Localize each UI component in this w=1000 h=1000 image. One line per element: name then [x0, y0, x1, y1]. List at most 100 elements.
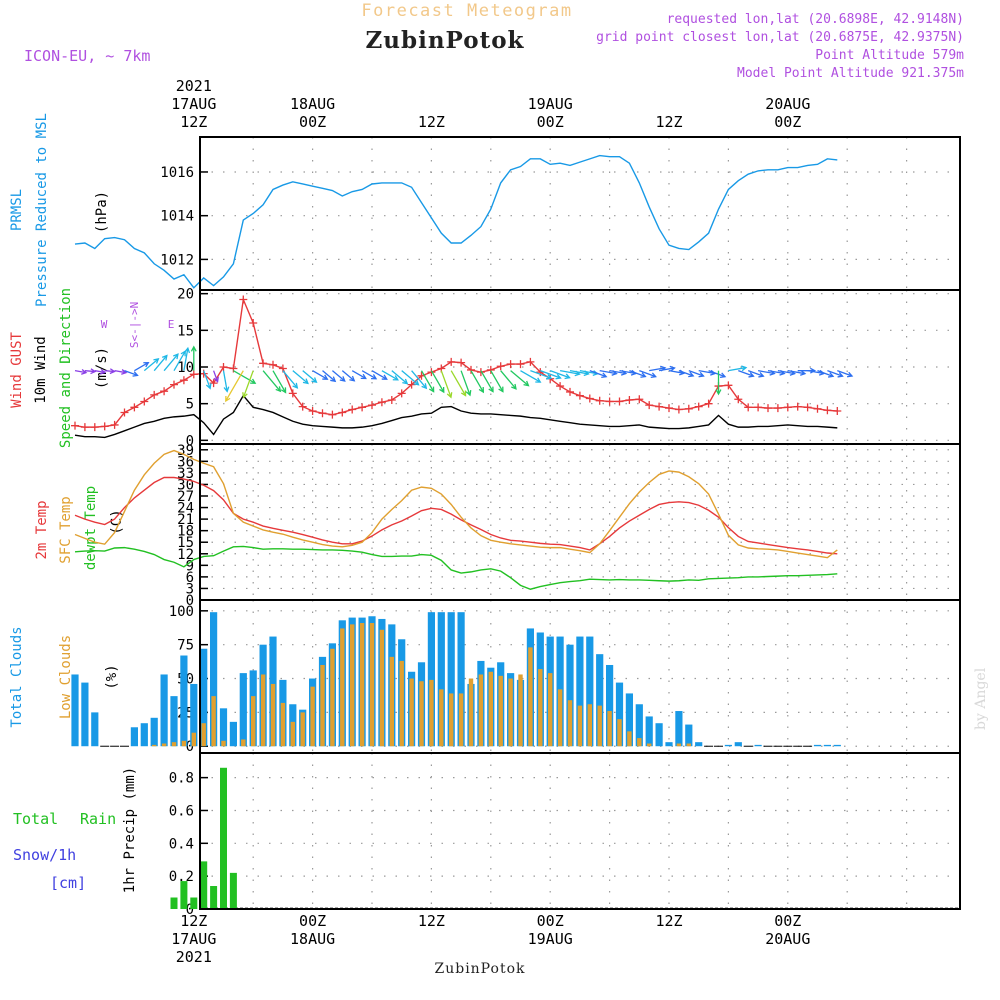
wind-arrow-head — [555, 373, 562, 380]
wind-arrow-head — [511, 383, 517, 390]
low-cloud-bar — [241, 739, 246, 747]
pressure-label-prmsl: PRMSL — [9, 189, 25, 231]
total-cloud-bar — [457, 612, 465, 747]
low-cloud-bar — [577, 705, 583, 747]
total-cloud-bar — [81, 682, 89, 747]
wind-arrow — [401, 370, 420, 386]
wind-arrow-shaft — [371, 370, 388, 380]
gust-point — [209, 379, 218, 388]
wind-label-gust: Wind GUST — [9, 332, 25, 408]
wind-arrow-shaft — [490, 370, 504, 392]
wind-arrow — [837, 370, 854, 378]
wind-arrow-head — [213, 376, 219, 383]
y-tick-label: 10 — [177, 360, 194, 376]
watermark: by Angel — [973, 667, 989, 730]
wind-arrow-head — [81, 368, 88, 375]
gust-point — [724, 381, 733, 390]
wind-grid — [200, 290, 960, 444]
time-axis-label: 00Z — [537, 912, 564, 930]
wind-arrow-head — [800, 370, 807, 376]
temp-grid — [200, 444, 960, 601]
y-tick-label: 6 — [186, 570, 194, 586]
total-cloud-bar — [229, 721, 237, 747]
gust-point — [744, 403, 753, 412]
y-tick-label: 5 — [186, 397, 194, 413]
wind-arrow-shaft — [391, 370, 408, 385]
low-cloud-bar — [270, 683, 276, 747]
time-axis-label: 20AUG — [765, 95, 810, 113]
low-cloud-bar — [221, 740, 226, 747]
wind-arrow-head — [498, 386, 504, 393]
wind-arrow-shaft — [540, 370, 561, 379]
gust-point — [219, 363, 228, 371]
gust-point — [358, 403, 367, 412]
wind-arrow — [715, 370, 722, 396]
wind-arrow-head — [837, 371, 844, 378]
gust-point — [80, 423, 89, 432]
total-cloud-bar — [427, 612, 435, 747]
pressure-label-reduced: Pressure Reduced to MSL — [34, 113, 50, 307]
wind-arrow-shaft — [292, 370, 309, 384]
wind-arrow-shaft — [757, 370, 775, 375]
wind-arrow-head — [311, 377, 318, 384]
wind-arrow-head — [132, 371, 139, 377]
y-tick-label: 0 — [186, 739, 194, 755]
time-axis-label: 12Z — [655, 912, 682, 930]
wind-arrow — [272, 370, 287, 394]
gust-point — [110, 420, 119, 429]
wind-arrow-shaft — [114, 370, 127, 374]
wind-arrow — [312, 370, 329, 380]
wind-arrow-head — [360, 373, 367, 380]
wind-arrow-head — [810, 367, 817, 374]
total-cloud-bar — [160, 674, 168, 747]
total-cloud-bar — [210, 612, 218, 747]
gust-point — [684, 404, 693, 413]
wind-arrow-shaft — [767, 370, 785, 375]
precip-frame — [199, 752, 961, 910]
gust-point — [120, 408, 129, 417]
gust-point — [467, 365, 475, 374]
gust-point — [486, 365, 495, 374]
total-cloud-bar — [190, 683, 198, 747]
wind-arrow-head — [143, 361, 150, 368]
wind-arrow-shaft — [728, 366, 747, 372]
gust-point — [377, 398, 386, 407]
time-axis-label: 19AUG — [528, 95, 573, 113]
wind-arrow — [262, 370, 282, 393]
total-cloud-bar — [754, 744, 762, 747]
low-cloud-bar — [637, 738, 642, 747]
clouds-label-total: Total Clouds — [9, 626, 25, 727]
series-line-10m-wind — [74, 394, 838, 439]
y-tick-label: 39 — [177, 443, 194, 459]
gust-point — [338, 408, 347, 417]
wind-arrow-head — [421, 383, 428, 390]
low-cloud-bar — [627, 731, 632, 747]
wind-arrow-shaft — [84, 370, 96, 373]
clouds-panel: Total Clouds Low Clouds (%) 0255075100 — [9, 599, 961, 755]
wind-arrow-shaft — [381, 370, 399, 381]
gust-point — [140, 397, 149, 406]
wind-arrow-head — [292, 382, 299, 389]
low-cloud-bar — [538, 669, 543, 747]
low-cloud-bar — [419, 681, 424, 747]
gust-point — [734, 395, 743, 404]
low-cloud-bar — [607, 711, 612, 747]
wind-arrow-head — [205, 383, 212, 390]
series-line-dewpt-temp — [74, 545, 838, 590]
wind-arrow-shaft — [827, 370, 843, 377]
wind-arrow — [420, 370, 435, 393]
total-cloud-bar — [140, 723, 148, 747]
wind-arrow-head — [545, 373, 553, 380]
total-cloud-bar — [695, 742, 703, 747]
wind-arrow-head — [688, 371, 695, 378]
wind-arrow-head — [748, 371, 755, 378]
low-cloud-bar — [201, 723, 206, 747]
forecast-meteogram-title: Forecast Meteogram — [361, 1, 572, 21]
total-cloud-bar — [596, 654, 604, 747]
gust-point — [526, 357, 535, 366]
clouds-label-unit: (%) — [104, 664, 120, 689]
wind-arrow-shaft — [609, 370, 627, 375]
time-axis-label: 00Z — [299, 912, 326, 930]
gust-point — [150, 390, 159, 399]
